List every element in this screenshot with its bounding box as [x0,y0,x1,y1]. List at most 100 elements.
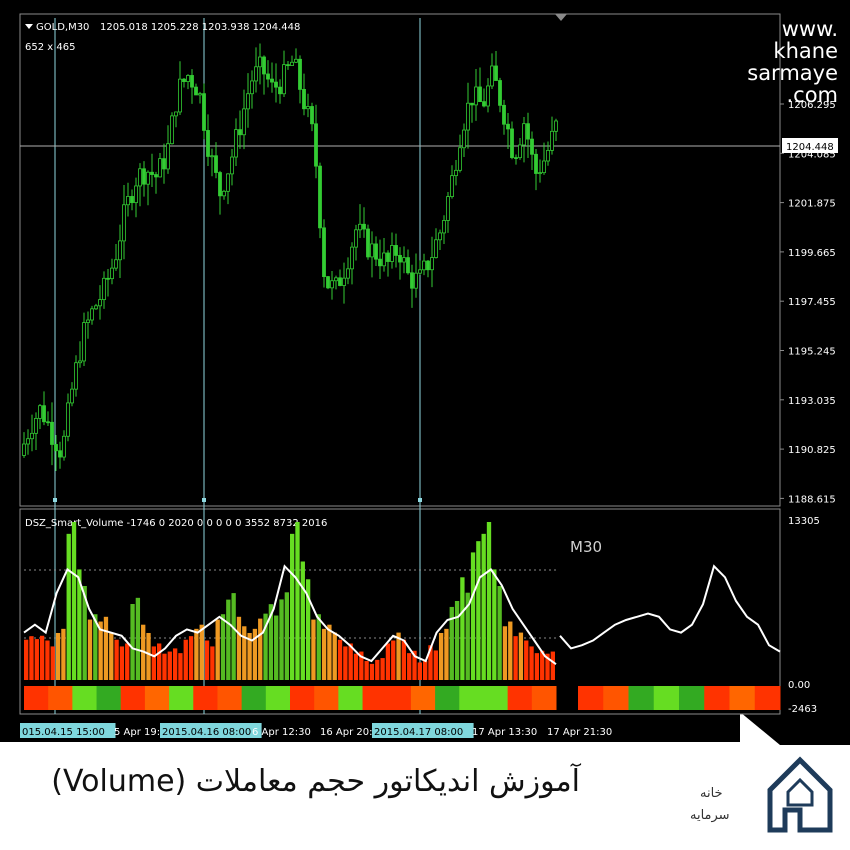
volume-bar [518,632,524,680]
volume-bar [252,628,258,680]
candle-body [50,421,54,445]
candle-body [326,276,330,289]
candle-body [78,360,82,364]
volume-bar [337,639,343,680]
chart-menu-triangle-icon[interactable] [25,24,33,29]
price-tick-label: 1201.875 [788,199,836,210]
candle-body [178,78,182,113]
candle-body [298,58,302,90]
volume-bar [263,613,268,680]
volume-bar [93,614,98,680]
candle-body [90,308,94,321]
strip-segment [169,686,194,710]
strip-segment [435,686,460,710]
watermark-line-3: sarmaye [747,61,838,85]
price-tick-label: 1197.455 [788,297,836,308]
volume-bar [130,604,135,680]
candle-body [398,255,402,263]
volume-bar [529,646,534,680]
candle-body [246,93,250,110]
time-label-highlight [160,723,262,738]
candle-body [70,388,74,404]
symbol-title: GOLD,M30 [36,22,89,33]
candle-body [550,130,554,151]
volume-bar [274,615,279,680]
candle-body [342,277,346,286]
candle-body [134,185,138,204]
strip-segment [120,686,146,710]
candle-body [506,123,510,130]
volume-bar [444,628,449,680]
strip-segment [483,686,509,710]
candle-body [234,129,238,158]
volume-bar [247,632,252,680]
volume-bar [391,640,396,680]
candle-body [454,169,458,177]
volume-bar [502,626,508,680]
volume-bar [508,621,513,680]
volume-bar [125,643,130,680]
candle-body [518,144,522,159]
candle-body [494,65,498,81]
price-tick-label: 1206.295 [788,100,836,111]
volume-bar [364,661,369,680]
volume-bar [119,646,125,680]
volume-bar [332,632,337,680]
volume-bar [412,650,417,680]
volume-bar [423,661,428,680]
volume-bar [210,646,215,680]
candle-body [302,89,306,110]
candle-body [526,123,530,140]
candle-body [366,228,370,258]
candle-body [138,168,142,187]
candle-body [274,81,278,88]
volume-bar [258,618,263,680]
candle-body [146,171,150,185]
candle-body [426,260,430,271]
strip-segment [265,686,291,710]
volume-bar [71,522,77,680]
candle-body [126,196,130,206]
volume-bar [109,632,114,680]
volume-bar [98,621,103,680]
candle-body [222,190,226,197]
separator-handle-2[interactable] [202,498,206,502]
price-tick-label: 1190.825 [788,445,836,456]
candle-body [174,111,178,117]
size-label: 652 x 465 [25,42,75,53]
volume-bar [199,624,204,680]
candle-body [62,435,66,458]
volume-bar [513,636,518,680]
price-axis: 1206.295 1204.085 1201.875 1199.665 1197.455… [780,100,836,505]
strip-segment [338,686,364,710]
candle-body [510,128,514,158]
candle-body [66,402,70,437]
volume-bar [172,648,178,680]
candle-body [354,229,358,248]
candle-body [338,277,342,286]
volume-bar [220,614,226,680]
candle-body [418,269,422,274]
candle-body [270,78,274,83]
candle-body [294,58,298,63]
volume-bar [178,653,183,680]
strip-segment [290,686,315,710]
separator-handle-1[interactable] [53,498,57,502]
price-tick-label: 1188.615 [788,494,836,505]
volume-bar [550,651,555,680]
volume-bar [226,599,231,680]
volume-bar [407,653,412,680]
volume-bar [157,643,162,680]
candle-body [546,149,550,162]
volume-bar [279,599,284,680]
strip-segment [459,686,484,710]
candle-body [210,155,214,158]
separator-handle-3[interactable] [418,498,422,502]
volume-bar [114,639,119,680]
shift-marker-icon[interactable] [555,14,567,21]
candle-body [402,257,406,263]
volume-bar [316,614,321,680]
candle-body [30,432,34,440]
volume-bar [146,632,151,680]
candle-body [258,56,262,68]
